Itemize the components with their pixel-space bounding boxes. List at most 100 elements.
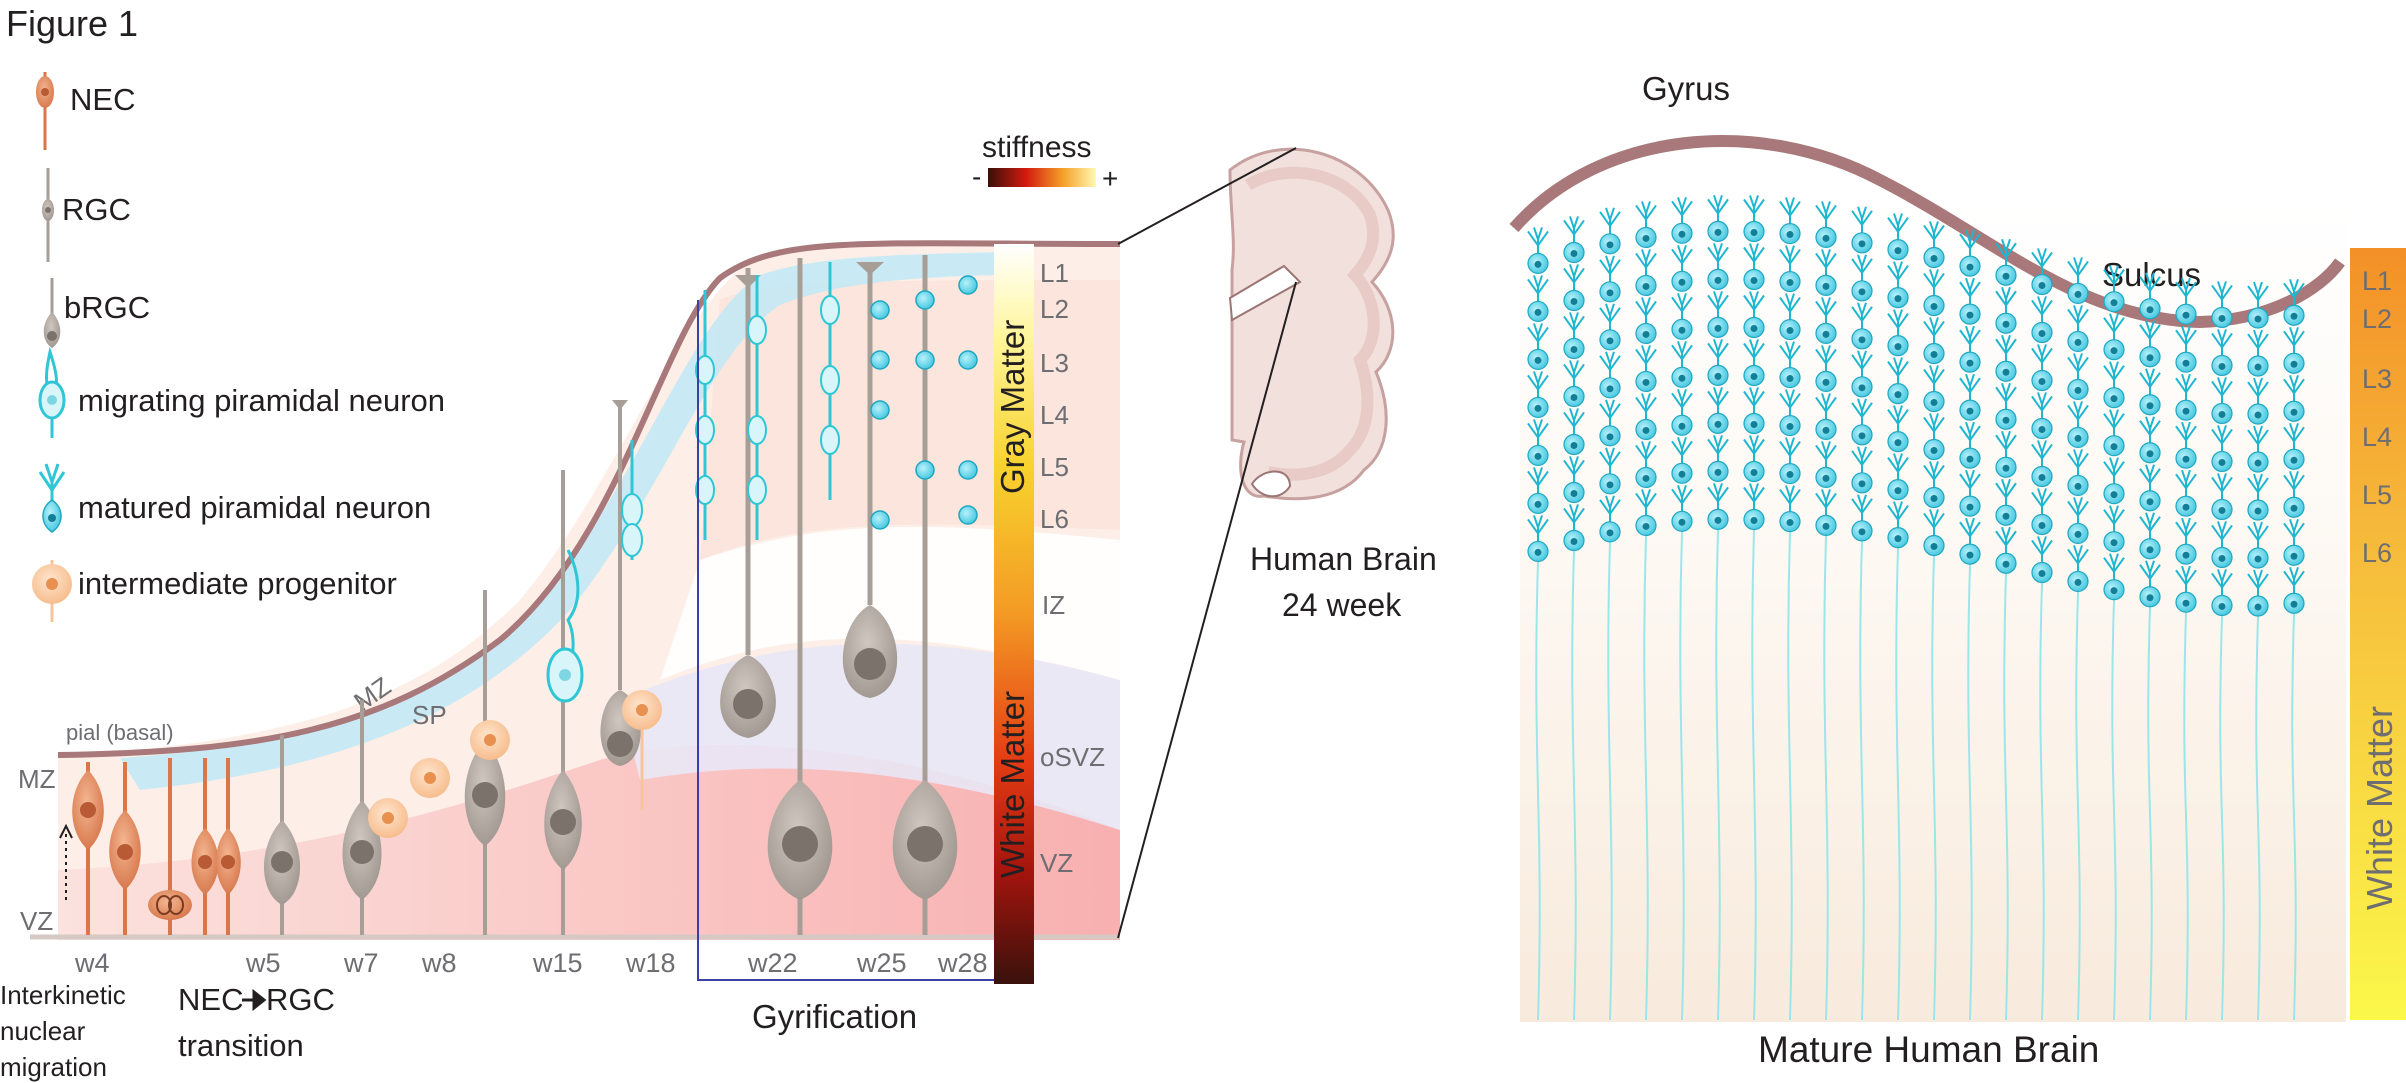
mature-neuron-icon bbox=[1995, 334, 2017, 382]
axon-line bbox=[1535, 561, 1541, 1021]
mature-layer-bar bbox=[2350, 248, 2406, 1020]
legend: NEC RGC bRGC migrating piramidal neuron … bbox=[32, 72, 445, 622]
mature-neuron-icon bbox=[1527, 515, 1549, 563]
legend-label-rgc: RGC bbox=[62, 192, 131, 227]
mature-neuron-icon bbox=[1563, 504, 1585, 552]
gyrification-bracket bbox=[697, 300, 995, 981]
axon-line bbox=[1679, 531, 1685, 1021]
mature-neuron-icon bbox=[2103, 505, 2125, 553]
mature-neuron-icon bbox=[1923, 413, 1945, 461]
layer-label: L2 bbox=[1040, 294, 1069, 324]
sp-inner-label: SP bbox=[412, 700, 447, 730]
mature-neuron-icon bbox=[2139, 512, 2161, 560]
mature-neuron-icon bbox=[2283, 278, 2305, 326]
mature-neuron-icon bbox=[2175, 469, 2197, 517]
mature-neuron-icon bbox=[2247, 425, 2269, 473]
mature-neuron-icon bbox=[2175, 517, 2197, 565]
mature-neuron-icon bbox=[2247, 521, 2269, 569]
mz-left-label: MZ bbox=[18, 764, 56, 794]
stiffness-minus: - bbox=[972, 161, 981, 192]
transition-nec-label: NEC bbox=[178, 982, 243, 1017]
mature-neuron-icon bbox=[2211, 521, 2233, 569]
mature-neuron-icon bbox=[38, 463, 66, 533]
layer-label: L1 bbox=[1040, 258, 1069, 288]
mature-neuron-icon bbox=[1563, 360, 1585, 408]
layer-label: L5 bbox=[2362, 480, 2392, 510]
mature-neuron-cp-group bbox=[870, 275, 978, 530]
stiffness-vertical-bar bbox=[994, 244, 1034, 984]
mature-neuron-icon bbox=[1635, 489, 1657, 537]
axon-line bbox=[1571, 550, 1577, 1021]
mature-neuron-icon bbox=[1707, 435, 1729, 482]
mature-neuron-icon bbox=[1563, 264, 1585, 312]
mature-neuron-icon bbox=[2103, 361, 2125, 409]
mature-neuron-icon bbox=[1707, 339, 1729, 386]
mature-neuron-icon bbox=[2103, 265, 2125, 313]
mature-neuron-icon bbox=[1815, 489, 1837, 537]
mature-neuron-icon bbox=[2139, 560, 2161, 608]
mature-neuron-icon bbox=[2175, 277, 2197, 325]
mature-neuron-icon bbox=[2067, 401, 2089, 449]
layer-label: L6 bbox=[1040, 504, 1069, 534]
vz-left-label: VZ bbox=[20, 906, 53, 936]
axon-line bbox=[2039, 582, 2045, 1021]
mature-neuron-icon bbox=[1887, 501, 1909, 549]
mature-neuron-icon bbox=[1743, 195, 1765, 243]
mature-neuron-icon bbox=[1671, 292, 1693, 340]
week-label: w4 bbox=[74, 948, 110, 978]
layer-label: L6 bbox=[2362, 538, 2392, 568]
mature-neuron-icon bbox=[2067, 305, 2089, 353]
week-label: w28 bbox=[937, 948, 988, 978]
stiffness-scale: stiffness - + bbox=[972, 131, 1118, 194]
legend-label-brgc: bRGC bbox=[64, 290, 150, 325]
axon-line bbox=[1859, 540, 1865, 1021]
mature-neuron-icon bbox=[2031, 440, 2053, 488]
legend-label-mature: matured piramidal neuron bbox=[78, 490, 431, 525]
mature-neuron-icon bbox=[2247, 329, 2269, 377]
zone-label: IZ bbox=[1042, 590, 1065, 620]
mature-neuron-icon bbox=[2211, 281, 2233, 329]
axon-line bbox=[2219, 615, 2225, 1021]
mature-neuron-icon bbox=[1707, 387, 1729, 434]
mature-neuron-icon bbox=[2283, 470, 2305, 518]
mature-neuron-icon bbox=[1635, 249, 1657, 297]
mature-neuron-icon bbox=[1815, 393, 1837, 441]
mature-neuron-icon bbox=[1671, 244, 1693, 292]
mature-neuron-icon bbox=[1815, 297, 1837, 345]
mature-neuron-icon bbox=[1743, 291, 1765, 339]
mature-neuron-icon bbox=[1635, 345, 1657, 393]
mature-neuron-icon bbox=[1527, 371, 1549, 419]
mature-neuron-icon bbox=[1635, 393, 1657, 441]
layer-label: L1 bbox=[2362, 266, 2392, 296]
mature-neuron-icon bbox=[1707, 483, 1729, 530]
stiffness-plus: + bbox=[1102, 163, 1118, 194]
human-brain-age-label: 24 week bbox=[1282, 587, 1402, 623]
mature-neuron-icon bbox=[1671, 436, 1693, 484]
week-label: w5 bbox=[245, 948, 281, 978]
development-layer-labels: L1 L2 L3 L4 L5 L6 IZ oSVZ VZ bbox=[1040, 258, 1105, 878]
layer-label: L3 bbox=[2362, 364, 2392, 394]
mature-neuron-icon bbox=[1959, 517, 1981, 565]
layer-label: L2 bbox=[2362, 304, 2392, 334]
mature-neuron-icon bbox=[1815, 345, 1837, 393]
mature-neuron-icon bbox=[2247, 377, 2269, 425]
mature-neuron-icon bbox=[1563, 216, 1585, 264]
nuclear-label: nuclear bbox=[0, 1016, 86, 1046]
axon-line bbox=[2291, 613, 2297, 1021]
mature-neuron-icon bbox=[1923, 461, 1945, 509]
mature-neuron-icon bbox=[2283, 422, 2305, 470]
mature-neuron-icon bbox=[1779, 341, 1801, 389]
mature-neuron-icon bbox=[1527, 323, 1549, 371]
mature-neuron-icon bbox=[1851, 398, 1873, 446]
progenitor-group bbox=[368, 690, 662, 838]
pial-surface bbox=[57, 240, 1121, 758]
week-label: w8 bbox=[421, 948, 457, 978]
mature-neuron-icon bbox=[2031, 488, 2053, 536]
transition-word-label: transition bbox=[178, 1028, 304, 1063]
mature-neuron-icon bbox=[1959, 277, 1981, 325]
axon-line bbox=[2147, 606, 2153, 1021]
mature-neuron-icon bbox=[1671, 484, 1693, 532]
mature-neuron-icon bbox=[2139, 416, 2161, 464]
mature-neuron-icon bbox=[2031, 248, 2053, 296]
mature-neuron-icon bbox=[1707, 291, 1729, 338]
